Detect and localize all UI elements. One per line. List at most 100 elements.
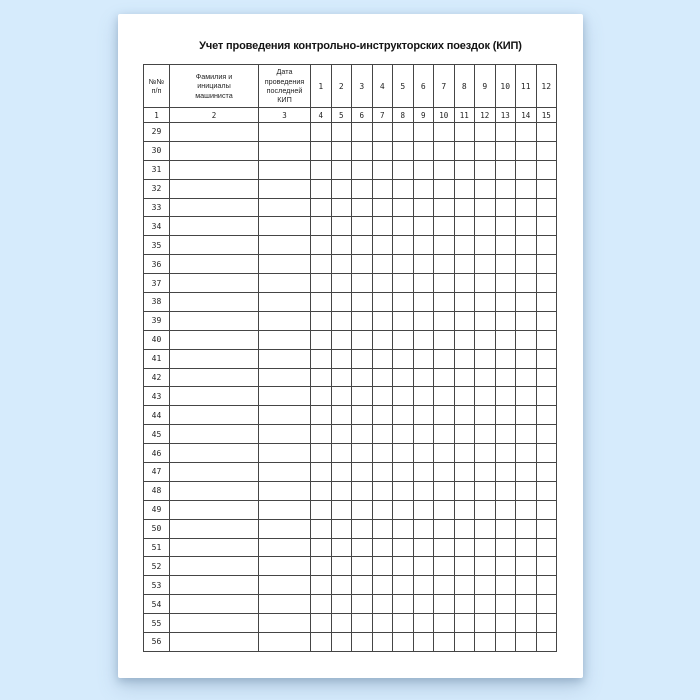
- month-mark-cell: [392, 348, 414, 369]
- month-mark-cell: [453, 273, 475, 294]
- column-index-cell: 2: [169, 107, 259, 123]
- month-mark-cell: [433, 292, 455, 312]
- header-month-col: 11: [515, 64, 537, 108]
- month-mark-cell: [515, 216, 537, 237]
- month-mark-cell: [494, 594, 516, 615]
- month-mark-cell: [412, 254, 434, 275]
- month-mark-cell: [392, 140, 414, 161]
- month-mark-cell: [474, 575, 496, 596]
- month-mark-cell: [433, 613, 455, 634]
- header-month-col: 1: [310, 64, 332, 108]
- driver-name-cell: [169, 537, 259, 558]
- table-row: 52: [143, 556, 557, 577]
- month-mark-cell: [515, 140, 537, 161]
- month-mark-cell: [371, 159, 393, 180]
- month-mark-cell: [412, 537, 434, 558]
- month-mark-cell: [310, 462, 332, 482]
- month-mark-cell: [371, 518, 393, 539]
- month-mark-cell: [515, 386, 537, 407]
- driver-name-cell: [169, 292, 259, 312]
- month-mark-cell: [392, 537, 414, 558]
- month-mark-cell: [371, 216, 393, 237]
- month-mark-cell: [351, 329, 373, 350]
- row-number-cell: 36: [143, 254, 170, 275]
- driver-name-cell: [169, 632, 259, 652]
- month-mark-cell: [474, 367, 496, 388]
- month-mark-cell: [310, 443, 332, 464]
- month-mark-cell: [515, 159, 537, 180]
- row-number-cell: 47: [143, 462, 170, 482]
- month-mark-cell: [494, 310, 516, 331]
- table-row: 42: [143, 367, 557, 388]
- driver-name-cell: [169, 424, 259, 445]
- month-mark-cell: [433, 405, 455, 426]
- row-number-cell: 42: [143, 367, 170, 388]
- month-mark-cell: [515, 367, 537, 388]
- month-mark-cell: [494, 159, 516, 180]
- header-month-col: 2: [330, 64, 352, 108]
- driver-name-cell: [169, 329, 259, 350]
- row-number-cell: 53: [143, 575, 170, 596]
- driver-name-cell: [169, 140, 259, 161]
- month-mark-cell: [474, 122, 496, 142]
- month-mark-cell: [535, 235, 557, 256]
- month-mark-cell: [494, 386, 516, 407]
- month-mark-cell: [392, 443, 414, 464]
- column-index-cell: 11: [453, 107, 475, 123]
- month-mark-cell: [310, 424, 332, 445]
- month-mark-cell: [433, 178, 455, 199]
- month-mark-cell: [494, 499, 516, 520]
- month-mark-cell: [453, 216, 475, 237]
- month-mark-cell: [330, 310, 352, 331]
- column-index-cell: 6: [351, 107, 373, 123]
- month-mark-cell: [433, 480, 455, 501]
- month-mark-cell: [474, 443, 496, 464]
- driver-name-cell: [169, 367, 259, 388]
- month-mark-cell: [330, 254, 352, 275]
- table-row: 51: [143, 537, 557, 558]
- month-mark-cell: [474, 197, 496, 218]
- last-kip-date-cell: [258, 613, 311, 634]
- month-mark-cell: [310, 292, 332, 312]
- month-mark-cell: [453, 556, 475, 577]
- month-mark-cell: [433, 443, 455, 464]
- month-mark-cell: [310, 537, 332, 558]
- row-number-cell: 51: [143, 537, 170, 558]
- month-mark-cell: [371, 310, 393, 331]
- month-mark-cell: [535, 254, 557, 275]
- header-col-last-kip-date: Дата проведения последней КИП: [258, 64, 311, 108]
- table-row: 32: [143, 178, 557, 199]
- row-number-cell: 38: [143, 292, 170, 312]
- month-mark-cell: [515, 613, 537, 634]
- month-mark-cell: [474, 329, 496, 350]
- month-mark-cell: [412, 140, 434, 161]
- driver-name-cell: [169, 386, 259, 407]
- driver-name-cell: [169, 480, 259, 501]
- month-mark-cell: [433, 424, 455, 445]
- month-mark-cell: [494, 462, 516, 482]
- month-mark-cell: [330, 216, 352, 237]
- month-mark-cell: [371, 499, 393, 520]
- month-mark-cell: [535, 424, 557, 445]
- month-mark-cell: [433, 556, 455, 577]
- header-col-driver-name: Фамилия и инициалы машиниста: [169, 64, 259, 108]
- driver-name-cell: [169, 518, 259, 539]
- month-mark-cell: [392, 480, 414, 501]
- month-mark-cell: [494, 575, 516, 596]
- month-mark-cell: [330, 594, 352, 615]
- month-mark-cell: [412, 159, 434, 180]
- month-mark-cell: [392, 292, 414, 312]
- header-col-number: №№ п/п: [143, 64, 170, 108]
- month-mark-cell: [474, 424, 496, 445]
- month-mark-cell: [433, 235, 455, 256]
- month-mark-cell: [351, 575, 373, 596]
- month-mark-cell: [371, 140, 393, 161]
- month-mark-cell: [412, 197, 434, 218]
- month-mark-cell: [494, 424, 516, 445]
- month-mark-cell: [535, 348, 557, 369]
- month-mark-cell: [412, 613, 434, 634]
- month-mark-cell: [494, 254, 516, 275]
- month-mark-cell: [392, 386, 414, 407]
- month-mark-cell: [310, 235, 332, 256]
- month-mark-cell: [351, 273, 373, 294]
